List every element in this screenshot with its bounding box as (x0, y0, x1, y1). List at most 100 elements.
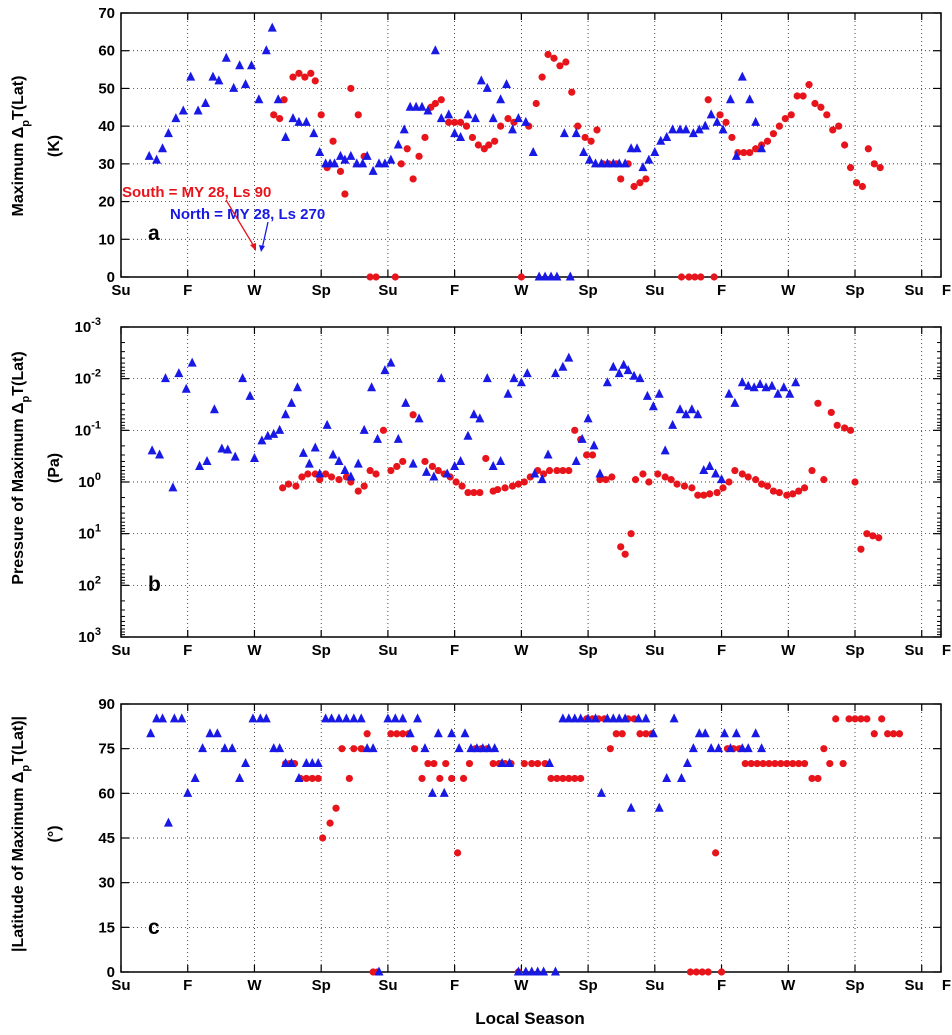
data-point-south (759, 759, 767, 768)
data-point-north (602, 158, 612, 168)
data-point-north (516, 377, 526, 387)
data-point-south (491, 137, 499, 145)
data-point-north (478, 743, 488, 753)
data-point-north (650, 147, 660, 157)
data-point-north (743, 743, 753, 753)
data-point-north (545, 758, 555, 768)
y-tick-label: 0 (107, 964, 115, 981)
data-point-south (338, 745, 346, 753)
data-point-south (316, 476, 324, 484)
data-point-north (217, 443, 227, 453)
data-point-north (662, 772, 672, 782)
x-tick-label: W (781, 642, 796, 659)
data-point-north (669, 713, 679, 723)
data-point-north (187, 357, 197, 367)
data-point-north (632, 143, 642, 153)
data-point-south (317, 111, 325, 119)
data-point-south (728, 133, 736, 142)
data-point-north (550, 966, 560, 976)
data-point-north (720, 728, 730, 738)
data-point-north (261, 45, 271, 55)
data-point-south (415, 152, 423, 160)
data-point-north (656, 135, 666, 145)
data-point-south (452, 478, 460, 486)
data-point-south (307, 69, 315, 77)
data-point-north (429, 471, 439, 481)
data-point-south (777, 759, 785, 768)
series-north-a (144, 22, 767, 281)
data-point-north (321, 713, 331, 723)
data-point-north (368, 743, 378, 753)
data-point-north (466, 743, 476, 753)
data-point-south (544, 50, 552, 59)
data-point-north (528, 147, 538, 157)
plot-frame (120, 12, 942, 278)
data-point-north (629, 370, 639, 380)
series-south-c (281, 715, 904, 976)
data-point-south (366, 273, 374, 281)
data-point-north (472, 743, 482, 753)
data-point-north (301, 116, 311, 126)
data-point-north (287, 758, 297, 768)
data-point-south (716, 111, 724, 119)
data-point-north (433, 728, 443, 738)
x-tick-label: F (942, 977, 951, 994)
data-point-north (229, 82, 239, 92)
data-point-north (638, 162, 648, 172)
data-point-north (327, 713, 337, 723)
data-point-south (534, 759, 542, 768)
data-point-north (193, 105, 203, 115)
data-point-north (725, 94, 735, 104)
data-point-north (626, 143, 636, 153)
data-point-north (174, 368, 184, 378)
data-point-north (362, 150, 372, 160)
data-point-south (789, 490, 797, 498)
y-tick-label: 40 (98, 118, 115, 135)
data-point-south (765, 759, 773, 768)
data-point-north (534, 271, 544, 281)
data-point-north (507, 124, 517, 134)
data-point-north (700, 120, 710, 130)
data-point-south (596, 476, 604, 484)
y-tick-label: 103 (78, 626, 101, 646)
data-point-north (190, 772, 200, 782)
data-point-south (795, 759, 803, 768)
data-point-south (428, 462, 436, 471)
panel-b-label: b (148, 573, 161, 596)
data-point-north (255, 713, 265, 723)
data-point-north (706, 109, 716, 119)
data-point-north (791, 377, 801, 387)
data-point-north (374, 966, 384, 976)
data-point-south (436, 774, 444, 783)
data-point-north (414, 413, 424, 423)
data-point-north (460, 728, 470, 738)
data-point-north (155, 449, 165, 459)
data-point-north (401, 397, 411, 407)
data-point-south (583, 451, 591, 459)
data-point-south (574, 122, 582, 130)
data-point-south (393, 462, 401, 471)
data-point-north (706, 743, 716, 753)
data-point-south (712, 849, 720, 857)
data-point-north (641, 713, 651, 723)
data-point-north (626, 802, 636, 812)
data-point-north (227, 743, 237, 753)
data-point-south (454, 849, 462, 857)
data-point-south (878, 715, 886, 723)
data-point-north (147, 445, 157, 455)
data-point-north (169, 713, 179, 723)
x-tick-label: W (514, 282, 529, 299)
data-point-south (372, 470, 380, 478)
data-point-north (527, 966, 537, 976)
data-point-north (693, 409, 703, 419)
data-point-south (497, 122, 505, 130)
x-tick-label: Sp (845, 642, 864, 659)
annotation-group: South = MY 28, Ls 90 North = MY 28, Ls 2… (122, 184, 325, 252)
data-point-north (241, 79, 251, 89)
data-point-north (450, 128, 460, 138)
data-point-south (292, 482, 300, 490)
data-point-south (568, 88, 576, 96)
data-point-north (152, 154, 162, 164)
data-point-south (845, 715, 853, 723)
